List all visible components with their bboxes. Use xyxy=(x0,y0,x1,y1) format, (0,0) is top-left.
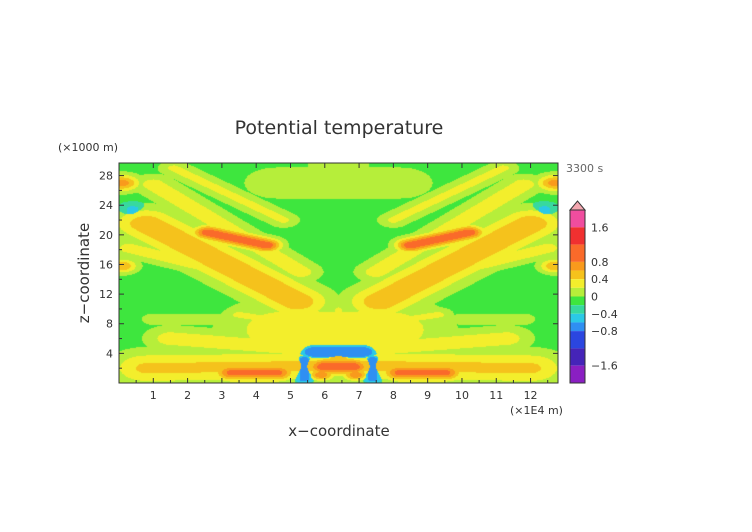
colorbar-segment xyxy=(570,322,585,332)
colorbar-segment xyxy=(570,270,585,280)
x-tick-label: 6 xyxy=(321,389,328,402)
y-unit-label: (×1000 m) xyxy=(58,141,118,154)
colorbar-segment xyxy=(570,331,585,349)
x-axis: 1 2 3 4 5 6 7 8 9 10 11 12 xyxy=(135,163,549,402)
colorbar-segment xyxy=(570,261,585,271)
colorbar-segment xyxy=(570,296,585,306)
colorbar-segment xyxy=(570,287,585,297)
y-tick-label: 24 xyxy=(99,199,113,212)
colorbar-segment xyxy=(570,279,585,288)
x-tick-label: 11 xyxy=(489,389,503,402)
colorbar-segment xyxy=(570,313,585,323)
colorbar-top-arrow xyxy=(568,200,587,211)
x-tick-label: 9 xyxy=(424,389,431,402)
colorbar-tick-label: −0.8 xyxy=(591,325,618,338)
chart-title: Potential temperature xyxy=(235,117,444,139)
y-tick-label: 8 xyxy=(106,318,113,331)
y-tick-label: 28 xyxy=(99,170,113,183)
x-unit-label: (×1E4 m) xyxy=(510,404,563,417)
colorbar-segment xyxy=(570,210,585,228)
colorbar-segment xyxy=(570,348,585,366)
x-tick-label: 10 xyxy=(455,389,469,402)
x-tick-label: 3 xyxy=(218,389,225,402)
y-axis-label: z−coordinate xyxy=(75,223,93,323)
plot-area xyxy=(118,162,559,384)
x-tick-label: 8 xyxy=(390,389,397,402)
x-tick-label: 7 xyxy=(356,389,363,402)
plot-frame xyxy=(118,162,559,384)
y-tick-label: 4 xyxy=(106,347,113,360)
x-axis-label: x−coordinate xyxy=(288,422,389,440)
y-tick-label: 12 xyxy=(99,288,113,301)
y-tick-label: 20 xyxy=(99,229,113,242)
colorbar-frame xyxy=(569,209,586,384)
heatmap-field xyxy=(119,163,558,383)
time-label: 3300 s xyxy=(566,162,603,175)
x-tick-label: 2 xyxy=(184,389,191,402)
colorbar-tick-label: −1.6 xyxy=(591,360,618,373)
colorbar-segment xyxy=(570,227,585,245)
x-tick-label: 4 xyxy=(253,389,260,402)
colorbar: 1.6 0.8 0.4 0 −0.4 −0.8 −1.6 xyxy=(568,200,618,384)
colorbar-segment xyxy=(570,244,585,262)
colorbar-tick-label: 0.8 xyxy=(591,256,609,269)
x-tick-label: 5 xyxy=(287,389,294,402)
colorbar-tick-label: 0 xyxy=(591,291,598,304)
colorbar-tick-label: 0.4 xyxy=(591,273,609,286)
colorbar-segment xyxy=(570,365,585,383)
y-axis: 4 8 12 16 20 24 28 xyxy=(99,170,558,369)
x-tick-label: 12 xyxy=(524,389,538,402)
x-tick-label: 1 xyxy=(150,389,157,402)
colorbar-tick-label: −0.4 xyxy=(591,308,618,321)
colorbar-tick-label: 1.6 xyxy=(591,221,609,234)
colorbar-segment xyxy=(570,305,585,314)
y-tick-label: 16 xyxy=(99,258,113,271)
